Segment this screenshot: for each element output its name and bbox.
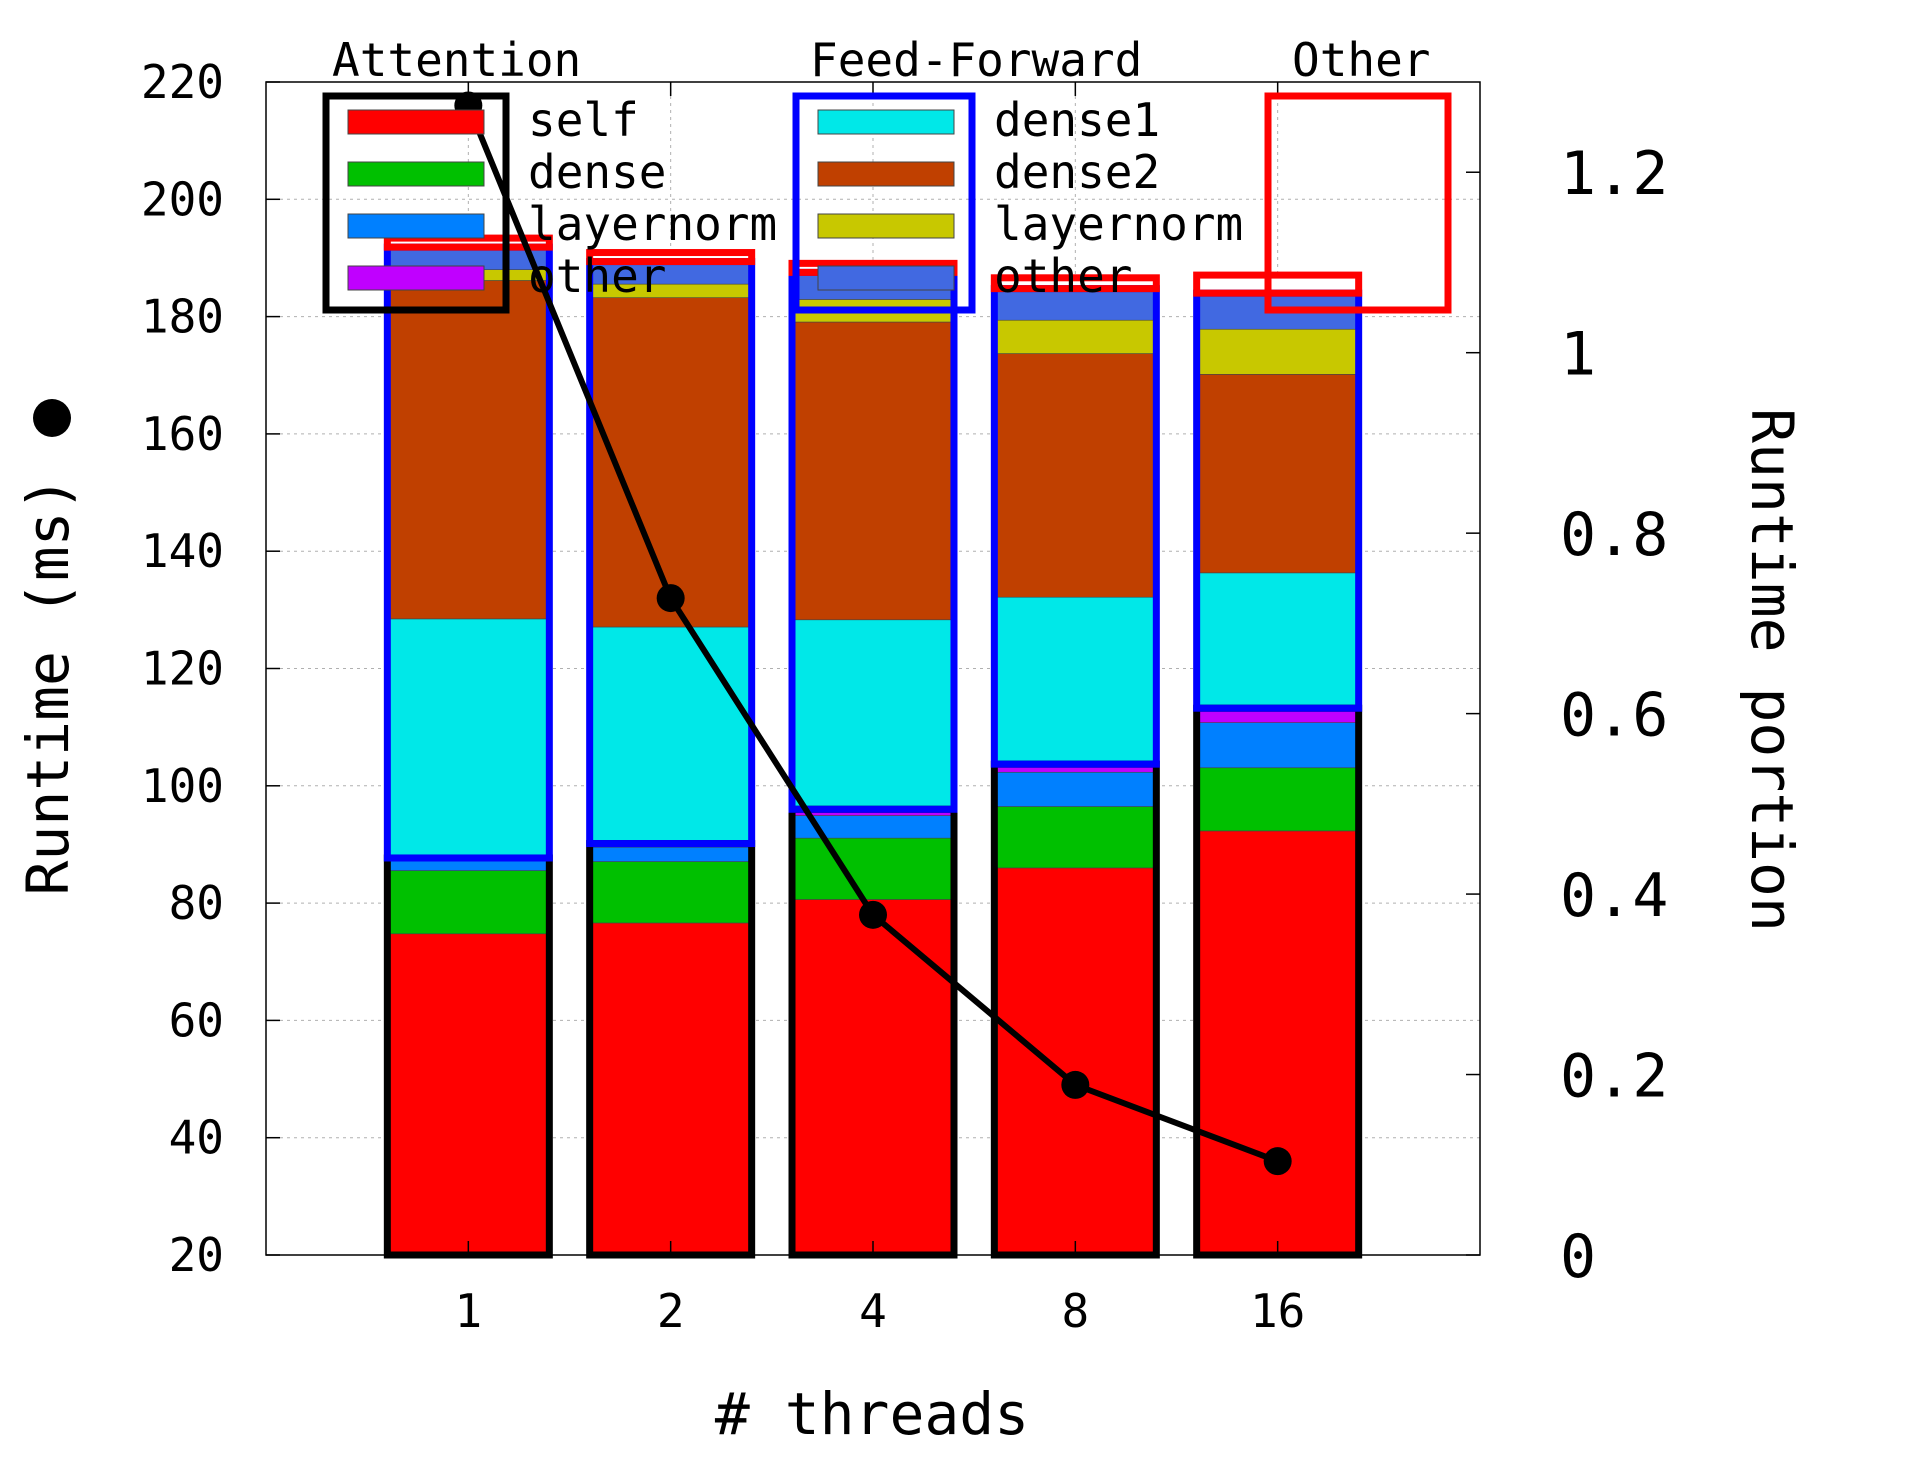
bar-segment-feed-forward-dense2: [791, 321, 955, 621]
bar-segment-feed-forward-dense1: [994, 596, 1157, 765]
legend-entry-label: other: [528, 249, 666, 303]
y-tick-label-left: 140: [141, 524, 224, 578]
y-tick-label-left: 160: [141, 407, 224, 461]
bar-segment-attention-dense: [589, 861, 752, 924]
axis-ticks: 20 40 60 80 100 120 140 160 180 200 220 0 0.2 0.4 0.6 0…: [141, 55, 1668, 1338]
bar-segment-attention-self: [1196, 830, 1359, 1256]
legend-group-other: Other: [1264, 33, 1452, 314]
bar-segment-feed-forward-layernorm: [1196, 328, 1359, 375]
y-tick-label-right: 0.2: [1560, 1042, 1668, 1112]
legend-swatch: [347, 213, 485, 239]
legend-swatch: [817, 109, 955, 135]
y-tick-label-left: 220: [141, 55, 224, 109]
y-tick-label-left: 200: [141, 172, 224, 226]
legend-entry-label: dense2: [994, 145, 1160, 199]
legend-group-box: [792, 92, 976, 314]
y-tick-label-right: 0.8: [1560, 500, 1668, 570]
legend-entry-label: self: [528, 93, 639, 147]
legend-swatch: [817, 161, 955, 187]
legend-swatch: [347, 265, 485, 291]
bars: [387, 237, 1359, 1256]
runtime-point: [1263, 1147, 1292, 1176]
bar-segment-attention-layernorm: [1196, 722, 1359, 769]
legend-entry-label: layernorm: [994, 197, 1243, 251]
y-tick-label-left: 120: [141, 642, 224, 696]
legend-entry-label: dense1: [994, 93, 1160, 147]
y-tick-label-left: 20: [169, 1228, 224, 1282]
legend-entry-label: other: [994, 249, 1132, 303]
bar-segment-attention-self: [791, 899, 955, 1256]
legend-swatch: [817, 213, 955, 239]
y-axis-label-right: Runtime portion: [1738, 408, 1806, 932]
legend-group-box: [322, 92, 510, 314]
bar-segment-attention-dense: [994, 806, 1157, 869]
runtime-point: [656, 584, 685, 613]
bar-segment-feed-forward-dense2: [1196, 374, 1359, 574]
bar-segment-attention-dense: [1196, 767, 1359, 832]
bar-segment-feed-forward-dense1: [589, 626, 752, 844]
legend-swatch: [817, 265, 955, 291]
y-tick-label-left: 40: [169, 1111, 224, 1165]
legend-group-title: Other: [1292, 33, 1430, 87]
y-tick-label-right: 1.2: [1560, 139, 1668, 209]
legend-group-title: Feed-Forward: [810, 33, 1142, 87]
legend: AttentionselfdenselayernormotherFeed-For…: [322, 33, 1452, 314]
legend-group-box: [1264, 92, 1452, 314]
x-tick-label: 1: [454, 1284, 482, 1338]
legend-group-title: Attention: [332, 33, 581, 87]
bar-segment-attention-self: [994, 867, 1157, 1256]
legend-entry-label: layernorm: [528, 197, 777, 251]
legend-swatch: [347, 161, 485, 187]
x-axis-label: # threads: [715, 1380, 1029, 1448]
x-tick-label: 16: [1250, 1284, 1305, 1338]
runtime-marker-legend-icon: [33, 399, 71, 437]
legend-swatch: [347, 109, 485, 135]
bar-segment-attention-layernorm: [589, 846, 752, 862]
bar-segment-attention-self: [387, 933, 550, 1256]
legend-entry-label: dense: [528, 145, 666, 199]
y-tick-label-right: 0.6: [1560, 681, 1668, 751]
bar-segment-attention-self: [589, 922, 752, 1256]
bar-segment-feed-forward-dense1: [1196, 572, 1359, 709]
group-outline-other: [1193, 271, 1363, 297]
bar-segment-feed-forward-dense2: [994, 353, 1157, 598]
bar-segment-attention-layernorm: [994, 771, 1157, 807]
bar-segment-attention-dense: [387, 870, 550, 935]
y-tick-label-left: 60: [169, 993, 224, 1047]
y-tick-label-left: 100: [141, 759, 224, 813]
x-tick-label: 4: [859, 1284, 887, 1338]
bar-segment-feed-forward-dense2: [387, 280, 550, 620]
bar-segment-feed-forward-other: [994, 288, 1157, 321]
bar-segment-feed-forward-dense1: [791, 619, 955, 810]
runtime-point: [1061, 1070, 1090, 1099]
bar-segment-feed-forward-layernorm: [994, 319, 1157, 354]
group-outline-other: [990, 274, 1160, 293]
y-tick-label-left: 80: [169, 876, 224, 930]
bar-segment-attention-dense: [791, 837, 955, 900]
bar-segment-feed-forward-dense1: [387, 618, 550, 859]
group-outline-other: [586, 249, 756, 266]
x-tick-label: 8: [1061, 1284, 1089, 1338]
runtime-point: [859, 900, 887, 929]
y-tick-label-left: 180: [141, 290, 224, 344]
y-tick-label-right: 0.4: [1560, 861, 1668, 931]
y-tick-label-right: 1: [1560, 320, 1596, 390]
y-tick-label-right: 0: [1560, 1222, 1596, 1292]
x-tick-label: 2: [657, 1284, 685, 1338]
y-axis-label-left: Runtime (ms): [14, 476, 82, 895]
